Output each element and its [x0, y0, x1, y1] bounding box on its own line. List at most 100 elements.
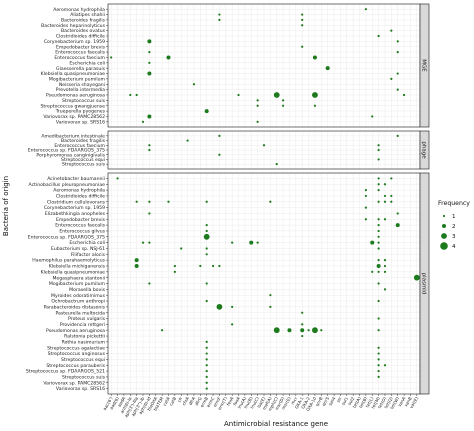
data-point: [186, 139, 189, 142]
y-tick-label: Clostridium cellulovorans: [47, 199, 106, 205]
data-point: [377, 241, 380, 244]
data-point: [218, 13, 221, 16]
data-point: [173, 270, 176, 273]
y-tick-label: Streptococcus gwangjuense: [41, 103, 106, 109]
legend-title: Frequency: [438, 200, 470, 207]
data-point: [383, 183, 387, 186]
data-point: [282, 99, 285, 102]
y-tick-label: Corynebacterium sp. 1959: [44, 205, 105, 211]
x-tick-label: vanA: [397, 396, 407, 408]
facet-strip-label: MGE: [421, 59, 427, 72]
x-tick-label: qnrS: [321, 396, 330, 407]
data-point: [148, 61, 151, 64]
data-point: [371, 115, 374, 118]
y-tick-label: Pseudomonas aeruginosa: [46, 93, 105, 99]
y-tick-label: Streptococcus parauberis: [46, 363, 105, 369]
y-tick-label: Klebsiella quasipneumoniae: [41, 269, 106, 275]
y-tick-label: Filifactor alocis: [71, 252, 106, 258]
data-point: [377, 177, 380, 180]
data-point: [377, 364, 380, 367]
data-point: [383, 194, 387, 198]
data-point: [256, 104, 259, 107]
legend-label: 1: [452, 214, 456, 220]
x-tick-label: str: [336, 396, 343, 404]
data-point: [377, 317, 380, 320]
data-point: [205, 358, 208, 361]
data-point: [205, 381, 208, 384]
data-point: [383, 264, 387, 268]
data-point: [377, 188, 380, 192]
data-point: [377, 218, 380, 221]
data-point: [396, 212, 399, 215]
x-tick-label: fexA: [226, 396, 235, 407]
y-tick-label: Enterococcus faecium: [54, 55, 105, 61]
y-tick-label: Megasphaera stantonii: [52, 275, 105, 281]
y-tick-label: Empedobacter brevis: [56, 217, 106, 223]
data-point: [377, 282, 380, 285]
y-tick-label: Providencia rettgeri: [60, 322, 105, 328]
x-tick-label: tet(M): [370, 396, 381, 410]
data-point: [148, 241, 151, 244]
y-tick-label: Corynebacterium sp. 1959: [44, 39, 105, 45]
x-tick-label: sul2: [347, 396, 356, 406]
data-point: [205, 387, 208, 390]
x-tick-label: catA: [162, 396, 171, 407]
data-point: [383, 259, 387, 262]
y-tick-label: Variovorax sp. SRS16: [56, 119, 105, 125]
data-point: [312, 327, 318, 334]
facet-strip-label: phage: [421, 141, 427, 159]
x-tick-label: vat(E): [409, 396, 420, 410]
data-point: [396, 40, 399, 43]
data-point: [166, 55, 171, 60]
data-point: [383, 218, 387, 221]
data-point: [205, 352, 208, 355]
x-tick-label: cfxA: [181, 396, 190, 407]
y-tick-label: Enterococcus sp. FDAARGOS_375: [28, 234, 105, 240]
data-point: [273, 327, 280, 334]
facet-strip-label: plasmid: [421, 273, 427, 295]
data-point: [301, 334, 304, 338]
x-tick-label: erm(T): [217, 396, 229, 411]
data-point: [180, 247, 183, 250]
data-point: [395, 223, 400, 228]
data-point: [301, 45, 304, 48]
data-point: [141, 241, 145, 244]
data-point: [249, 240, 254, 245]
data-point: [256, 120, 259, 123]
data-point: [301, 323, 304, 326]
legend-label: 2: [452, 224, 456, 230]
x-tick-label: msr(D): [274, 396, 286, 411]
data-point: [205, 224, 208, 227]
data-point: [205, 375, 208, 379]
data-point: [301, 24, 304, 27]
data-point: [231, 241, 234, 244]
data-point: [364, 8, 367, 11]
y-tick-label: Pseudomonas aeruginosa: [46, 328, 105, 334]
data-point: [307, 329, 310, 332]
data-point: [312, 92, 318, 98]
legend-key: [442, 224, 446, 228]
data-point: [383, 270, 387, 273]
data-point: [364, 206, 367, 209]
y-tick-label: Haemophilus parahaemolyticus: [32, 258, 105, 264]
data-point: [377, 229, 380, 233]
data-point: [192, 83, 196, 86]
x-tick-label: dfrA: [188, 396, 197, 406]
data-point: [390, 194, 393, 198]
data-point: [320, 329, 323, 332]
data-point: [377, 329, 380, 332]
x-tick-label: sat4: [328, 396, 337, 407]
data-point: [205, 247, 208, 250]
y-tick-label: Enterococcus gilvus: [59, 229, 105, 235]
data-point: [204, 109, 209, 114]
y-tick-label: Ralstonia pickettii: [64, 334, 105, 340]
data-point: [205, 229, 208, 233]
data-point: [377, 352, 380, 355]
data-point: [216, 303, 223, 310]
data-point: [218, 153, 221, 156]
data-point: [231, 305, 234, 308]
y-tick-label: Empedobacter brevis: [56, 44, 106, 50]
data-point: [205, 369, 208, 373]
data-point: [383, 200, 387, 203]
